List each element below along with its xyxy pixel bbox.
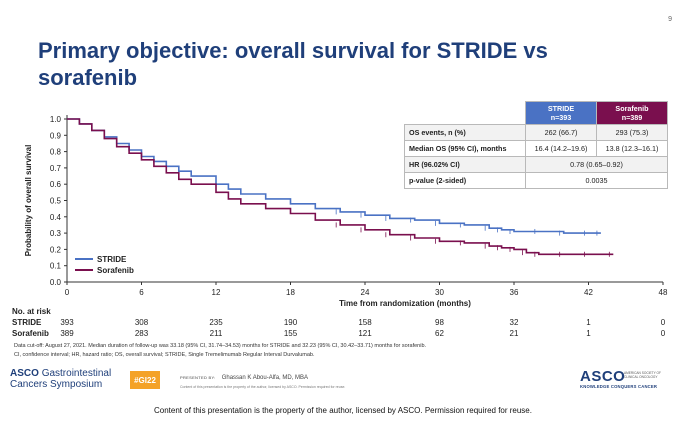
at-risk-value: 98	[435, 318, 444, 327]
y-tick-label: 0.4	[50, 213, 62, 222]
stats-row-pvalue: p-value (2-sided) 0.0035	[404, 172, 668, 189]
at-risk-value: 190	[283, 318, 298, 327]
y-tick-label: 0.0	[50, 278, 62, 287]
y-tick-label: 0.8	[50, 148, 62, 157]
x-tick-label: 36	[510, 288, 519, 297]
at-risk-label-stride: STRIDE	[12, 318, 42, 327]
at-risk-value: 211	[209, 329, 223, 338]
at-risk-value: 155	[283, 329, 298, 338]
at-risk-value: 1	[586, 329, 591, 338]
presented-by-label: PRESENTED BY:	[180, 375, 216, 380]
at-risk-value: 283	[134, 329, 149, 338]
legend-label-sorafenib: Sorafenib	[97, 266, 134, 275]
at-risk-label-sorafenib: Sorafenib	[12, 329, 49, 338]
stats-row-label: HR (96.02% CI)	[404, 156, 526, 173]
x-tick-label: 6	[139, 288, 144, 297]
stats-header-stride-n: n=393	[550, 113, 572, 122]
bottom-notice: Content of this presentation is the prop…	[154, 406, 532, 415]
at-risk-value: 121	[358, 329, 372, 338]
stats-row-label: Median OS (95% CI), months	[404, 140, 526, 157]
stats-row-label: p-value (2-sided)	[404, 172, 526, 189]
y-tick-label: 0.9	[50, 131, 62, 140]
asco-logo-society: AMERICAN SOCIETY OF CLINICAL ONCOLOGY	[624, 371, 661, 379]
x-tick-label: 42	[584, 288, 593, 297]
stats-corner	[405, 102, 526, 125]
stats-cell-sorafenib: 13.8 (12.3–16.1)	[596, 140, 668, 157]
stats-header-sorafenib-n: n=389	[621, 113, 643, 122]
stats-row-median-os: Median OS (95% CI), months 16.4 (14.2–19…	[404, 140, 668, 157]
asco-gi-logo: ASCO Gastrointestinal Cancers Symposium	[10, 368, 111, 390]
stats-cell-stride: 16.4 (14.2–19.6)	[525, 140, 597, 157]
presenter-notice: Content of this presentation is the prop…	[180, 385, 346, 389]
stats-cell-combined: 0.78 (0.65–0.92)	[525, 156, 668, 173]
y-tick-label: 0.3	[50, 229, 62, 238]
stats-header-stride-name: STRIDE	[547, 104, 575, 113]
page-title: Primary objective: overall survival for …	[38, 38, 548, 90]
footnote-line: CI, confidence interval; HR, hazard rati…	[14, 352, 315, 358]
asco-logo: ASCO AMERICAN SOCIETY OF CLINICAL ONCOLO…	[580, 368, 675, 390]
at-risk-value: 32	[509, 318, 519, 327]
stats-header-sorafenib-name: Sorafenib	[615, 104, 649, 113]
survival-curve-sorafenib	[67, 118, 614, 256]
at-risk-value: 21	[509, 329, 519, 338]
at-risk-value: 158	[358, 318, 372, 327]
y-tick-label: 0.5	[50, 197, 62, 206]
x-tick-label: 18	[286, 288, 295, 297]
y-tick-label: 1.0	[50, 115, 62, 124]
asco-gi-logo-asco: ASCO	[10, 368, 39, 379]
y-tick-label: 0.2	[50, 245, 62, 254]
hashtag-badge: #GI22	[130, 371, 160, 389]
page-number: 9	[668, 16, 672, 23]
asco-logo-tagline: KNOWLEDGE CONQUERS CANCER	[580, 384, 658, 389]
legend-label-stride: STRIDE	[97, 255, 127, 264]
stats-cell-stride: 262 (66.7)	[525, 124, 597, 141]
stats-header-stride: STRIDE n=393	[525, 101, 597, 125]
stats-row-hr: HR (96.02% CI) 0.78 (0.65–0.92)	[404, 156, 668, 173]
presenter: PRESENTED BY: Ghassan K Abou-Alfa, MD, MB…	[180, 375, 308, 381]
footnote: Data cut-off: August 27, 2021. Median du…	[14, 342, 534, 360]
x-tick-label: 0	[65, 288, 70, 297]
at-risk-value: 308	[134, 318, 149, 327]
stats-header-sorafenib: Sorafenib n=389	[596, 101, 668, 125]
y-axis-label: Probability of overall survival	[24, 145, 33, 257]
stats-table: STRIDE n=393 Sorafenib n=389 OS events, …	[404, 101, 668, 189]
at-risk-value: 62	[435, 329, 444, 338]
stats-cell-combined: 0.0035	[525, 172, 668, 189]
stats-cell-sorafenib: 293 (75.3)	[596, 124, 668, 141]
at-risk-title: No. at risk	[12, 307, 51, 316]
stats-row-os-events: OS events, n (%) 262 (66.7) 293 (75.3)	[404, 124, 668, 141]
x-tick-label: 30	[435, 288, 444, 297]
presenter-name: Ghassan K Abou-Alfa, MD, MBA	[221, 375, 309, 381]
survival-curve-stride	[67, 118, 601, 234]
at-risk-value: 235	[209, 318, 223, 327]
y-tick-label: 0.6	[50, 180, 62, 189]
x-tick-label: 12	[212, 288, 221, 297]
at-risk-value: 0	[660, 318, 666, 327]
asco-gi-logo-symposium: Cancers Symposium	[10, 379, 103, 390]
footnote-line: Data cut-off: August 27, 2021. Median du…	[14, 343, 427, 349]
stats-row-label: OS events, n (%)	[404, 124, 526, 141]
x-tick-label: 24	[361, 288, 370, 297]
x-axis-label: Time from randomization (months)	[339, 299, 471, 308]
y-tick-label: 0.1	[50, 262, 62, 271]
x-tick-label: 48	[659, 288, 668, 297]
at-risk-value: 0	[660, 329, 666, 338]
asco-gi-logo-gi: Gastrointestinal	[41, 368, 112, 379]
asco-logo-word: ASCO	[580, 368, 626, 385]
at-risk-value: 1	[586, 318, 591, 327]
y-tick-label: 0.7	[50, 164, 62, 173]
at-risk-value: 389	[60, 329, 74, 338]
at-risk-value: 393	[60, 318, 74, 327]
